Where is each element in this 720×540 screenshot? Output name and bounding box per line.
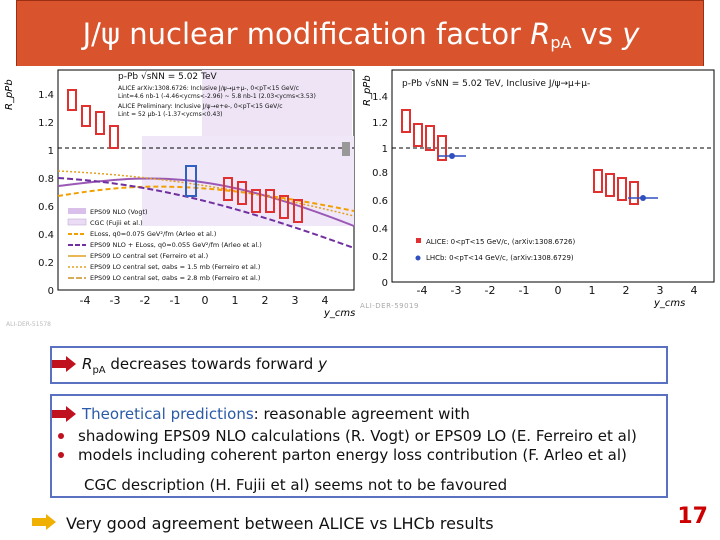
right-watermark: ALI-DER-59019: [360, 302, 419, 310]
svg-text:2: 2: [623, 284, 630, 297]
left-curve-eloss-eps: [57, 177, 355, 249]
arrow-icon: [52, 406, 76, 422]
right-plot: p-Pb √sNN = 5.02 TeV, Inclusive J/ψ→μ+μ-…: [358, 66, 718, 310]
svg-text:0: 0: [555, 284, 562, 297]
left-band-cgc: [202, 70, 352, 140]
svg-text:EPS09 LO central set (Ferreiro: EPS09 LO central set (Ferreiro et al.): [90, 252, 208, 260]
left-curve-vogt: [57, 177, 355, 227]
title-bar: J/ψ nuclear modification factor RpA vs y: [16, 0, 704, 76]
right-frame: [391, 69, 715, 283]
right-ylabel: R_pPb: [362, 75, 373, 106]
svg-text:1: 1: [382, 144, 388, 155]
right-lhcb-points: [438, 153, 658, 201]
statement-2-line-3: CGC description (H. Fujii et al) seems n…: [84, 476, 508, 494]
left-curve-elloss: [57, 185, 355, 212]
left-y-ticks: 0 0.2 0.4 0.6 0.8 1 1.2 1.4: [38, 90, 54, 297]
svg-text:EPS09 NLO (Vogt): EPS09 NLO (Vogt): [90, 208, 148, 216]
title-prefix: J/ψ nuclear modification factor: [82, 17, 531, 51]
page-number: 17: [677, 504, 708, 529]
arrow-icon: [52, 356, 76, 372]
svg-text:2: 2: [262, 294, 269, 307]
svg-text:CGC (Fujii et al.): CGC (Fujii et al.): [90, 219, 143, 227]
svg-text:1: 1: [232, 294, 239, 307]
svg-text:0: 0: [48, 286, 54, 297]
svg-text:-1: -1: [519, 284, 530, 297]
svg-text:-2: -2: [485, 284, 496, 297]
bullet-icon: [58, 433, 64, 439]
svg-text:0.6: 0.6: [38, 202, 54, 213]
left-band-eps: [142, 136, 354, 226]
right-legend: ALICE: 0<pT<15 GeV/c, (arXiv:1308.6726) …: [415, 238, 575, 262]
left-legend-header: p-Pb √sNN = 5.02 TeV ALICE arXiv:1308.67…: [118, 71, 316, 118]
svg-text:0.8: 0.8: [372, 168, 388, 179]
svg-text:1.2: 1.2: [372, 118, 388, 129]
statement-2-heading: Theoretical predictions: reasonable agre…: [82, 405, 470, 423]
title-sub: pA: [550, 33, 572, 52]
left-xlabel: y_cms: [323, 308, 355, 319]
left-global-uncertainty: [342, 142, 350, 156]
statement-2-line-1: shadowing EPS09 NLO calculations (R. Vog…: [78, 427, 637, 445]
conclusion-arrow-icon: [32, 514, 56, 530]
title-suffix: vs: [571, 17, 623, 51]
svg-text:0.2: 0.2: [38, 258, 54, 269]
svg-text:EPS09 NLO + ELoss, q0=0.055 Ge: EPS09 NLO + ELoss, q0=0.055 GeV²/fm (Arl…: [90, 241, 262, 249]
statement-1-text: RpA decreases towards forward y: [82, 355, 327, 376]
right-xlabel: y_cms: [653, 298, 685, 309]
statement-box-1: RpA decreases towards forward y: [50, 346, 668, 384]
svg-text:1.2: 1.2: [38, 118, 54, 129]
svg-text:0: 0: [382, 278, 388, 289]
statement-2-line-2: models including coherent parton energy …: [78, 446, 627, 464]
svg-text:-4: -4: [80, 294, 91, 307]
left-legend-models: EPS09 NLO (Vogt) CGC (Fujii et al.) ELos…: [67, 208, 262, 282]
svg-text:LHCb: 0<pT<14 GeV/c, (arXiv:: LHCb: 0<pT<14 GeV/c, (arXiv:1308.6729): [426, 254, 574, 262]
left-plot-svg: p-Pb √sNN = 5.02 TeV ALICE arXiv:1308.67…: [4, 69, 355, 328]
svg-text:1: 1: [589, 284, 596, 297]
left-watermark: ALI-DER-51578: [6, 321, 51, 328]
svg-text:0.4: 0.4: [372, 224, 388, 235]
svg-text:4: 4: [691, 284, 698, 297]
statement-box-2: Theoretical predictions: reasonable agre…: [50, 394, 668, 498]
title-y: y: [622, 17, 640, 51]
svg-text:p-Pb √sNN = 5.02 TeV: p-Pb √sNN = 5.02 TeV: [118, 71, 218, 82]
left-curve-ferreiro: [57, 170, 355, 217]
svg-text:0.8: 0.8: [38, 174, 54, 185]
right-x-ticks: -4 -3 -2 -1 0 1 2 3 4: [417, 284, 698, 297]
title-var: R: [530, 17, 551, 51]
svg-text:0: 0: [202, 294, 209, 307]
left-plot: p-Pb √sNN = 5.02 TeV ALICE arXiv:1308.67…: [2, 66, 358, 330]
svg-text:1: 1: [48, 146, 54, 157]
svg-text:-3: -3: [451, 284, 462, 297]
svg-text:1.4: 1.4: [372, 92, 388, 103]
svg-text:3: 3: [292, 294, 299, 307]
svg-text:1.4: 1.4: [38, 90, 54, 101]
svg-text:0.2: 0.2: [372, 252, 388, 263]
right-plot-svg: p-Pb √sNN = 5.02 TeV, Inclusive J/ψ→μ+μ-…: [362, 69, 715, 309]
svg-text:ELoss, q0=0.075 GeV²/fm (Arleo: ELoss, q0=0.075 GeV²/fm (Arleo et al.): [90, 230, 216, 238]
svg-text:4: 4: [322, 294, 329, 307]
svg-text:EPS09 LO central set, σabs = 2: EPS09 LO central set, σabs = 2.8 mb (Fer…: [90, 274, 260, 282]
svg-text:ALICE: 0<pT<15 GeV/c, (arXiv: ALICE: 0<pT<15 GeV/c, (arXiv:1308.6726): [426, 238, 575, 246]
svg-text:-1: -1: [170, 294, 181, 307]
conclusion-text: Very good agreement between ALICE vs LHC…: [66, 514, 494, 533]
svg-text:Lint = 52 µb-1 (-1.37<ycms<0.4: Lint = 52 µb-1 (-1.37<ycms<0.43): [118, 111, 223, 118]
svg-text:Lint=4.6 nb-1 (-4.46<ycms<-2.9: Lint=4.6 nb-1 (-4.46<ycms<-2.96) ~ 5.8 n…: [118, 93, 316, 100]
svg-text:-2: -2: [140, 294, 151, 307]
right-header: p-Pb √sNN = 5.02 TeV, Inclusive J/ψ→μ+μ-: [402, 78, 590, 89]
svg-text:-4: -4: [417, 284, 428, 297]
svg-text:ALICE arXiv:1308.6726: Inclusi: ALICE arXiv:1308.6726: Inclusive J/ψ→μ+μ…: [118, 85, 299, 92]
right-alice-points: [401, 109, 639, 205]
svg-text:0.4: 0.4: [38, 230, 54, 241]
right-y-ticks: 0 0.2 0.4 0.6 0.8 1 1.2 1.4: [372, 92, 388, 289]
svg-text:ALICE Preliminary: Inclusive J: ALICE Preliminary: Inclusive J/ψ→e+e-, 0…: [118, 103, 283, 110]
svg-text:3: 3: [657, 284, 664, 297]
svg-text:EPS09 LO central set, σabs = 1: EPS09 LO central set, σabs = 1.5 mb (Fer…: [90, 263, 260, 271]
svg-text:0.6: 0.6: [372, 196, 388, 207]
slide-title: J/ψ nuclear modification factor RpA vs y: [17, 17, 705, 52]
left-x-ticks: -4 -3 -2 -1 0 1 2 3 4: [80, 294, 329, 307]
left-alice-points: [67, 89, 303, 223]
bullet-icon: [58, 452, 64, 458]
svg-text:-3: -3: [110, 294, 121, 307]
left-ylabel: R_pPb: [4, 79, 15, 110]
